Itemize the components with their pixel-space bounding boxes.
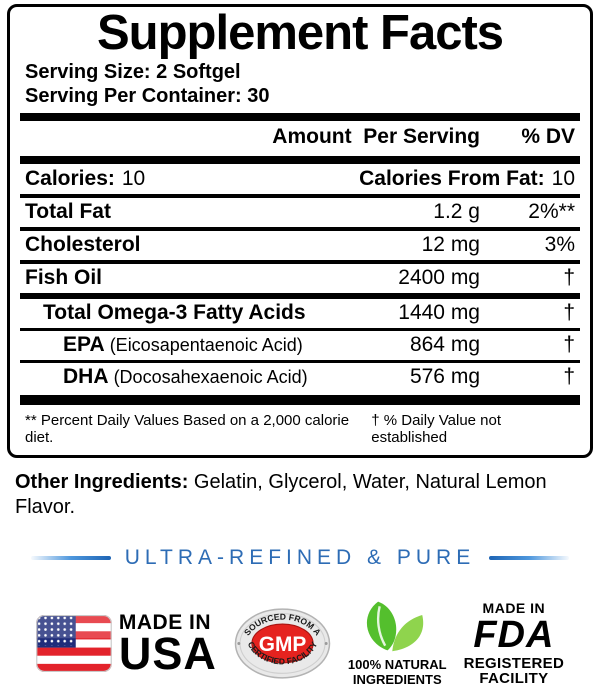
thick-divider [20, 394, 580, 405]
column-header-dv: % DV [521, 124, 575, 148]
fda-made-in: MADE IN [482, 600, 546, 617]
nutrient-name: Total Fat [25, 199, 111, 223]
nutrient-name: Cholesterol [25, 232, 141, 256]
serving-size: Serving Size: 2 Softgel [25, 60, 241, 83]
natural-ingredients-badge: 100% NATURAL INGREDIENTS [348, 600, 447, 687]
other-ingredients-label: Other Ingredients: [15, 470, 189, 493]
nutrient-row-total-fat: Total Fat 1.2 g 2%** [20, 198, 580, 227]
nutrient-note: (Docosahexaenoic Acid) [113, 366, 308, 387]
amount-value: 2400 mg [398, 265, 480, 289]
calories-value: 10 [121, 166, 146, 190]
ultra-refined-banner: ULTRA-REFINED & PURE [0, 546, 600, 570]
column-header-amount: Amount Per Serving [272, 124, 480, 148]
usa-label: USA [118, 627, 217, 679]
amount-value: 576 mg [409, 364, 480, 388]
nutrient-row-epa: EPA (Eicosapentaenoic Acid) 864 mg † [20, 331, 580, 360]
row-divider [20, 292, 580, 299]
banner-line-right [489, 555, 570, 560]
other-ingredients-text: Gelatin, Glycerol, Water, Natural Lemon … [15, 470, 547, 518]
fda-badge: MADE IN FDA REGISTERED FACILITY [464, 601, 565, 686]
servings-per-container: Serving Per Container: 30 [25, 85, 270, 108]
supplement-facts-title: Supplement Facts [96, 6, 504, 60]
dv-value: 3% [544, 232, 575, 256]
calories-row: Calories: 10 Calories From Fat: 10 [20, 164, 580, 194]
calories-label: Calories: 10 [25, 167, 145, 191]
row-divider [20, 226, 580, 231]
supplement-facts-panel: Supplement Facts Serving Size: 2 Softgel… [7, 4, 593, 458]
natural-line1: 100% NATURAL [347, 656, 447, 672]
calories-from-fat-value: 10 [551, 166, 575, 190]
usa-flag-icon [36, 615, 112, 673]
dv-value: † [563, 332, 575, 356]
dv-value: † [563, 364, 575, 388]
nutrient-row-cholesterol: Cholesterol 12 mg 3% [20, 231, 580, 260]
dv-value: 2%** [528, 199, 575, 223]
amount-value: 12 mg [421, 232, 480, 256]
badges-row: MADE IN USA SOURCED FROM A GMP CERTIFIED… [0, 600, 600, 687]
nutrient-abbr: EPA [63, 332, 104, 356]
fda-registered: REGISTERED [463, 655, 565, 673]
fda-label: FDA [473, 614, 555, 657]
nutrient-name: Total Omega-3 Fatty Acids [43, 300, 306, 324]
amount-value: 1440 mg [398, 300, 480, 324]
amount-value: 864 mg [409, 332, 480, 356]
calories-from-fat: Calories From Fat: 10 [359, 167, 575, 191]
nutrient-row-omega3: Total Omega-3 Fatty Acids 1440 mg † [20, 299, 580, 328]
footnote-dagger: † % Daily Value not established [371, 411, 502, 446]
row-divider [20, 327, 580, 331]
calories-from-fat-text: Calories From Fat: [359, 166, 545, 190]
dv-value: † [563, 265, 575, 289]
usa-text: MADE IN USA [119, 612, 217, 676]
footnote-daily-values: ** Percent Daily Values Based on a 2,000… [25, 411, 350, 446]
thick-divider [20, 155, 580, 164]
column-header-row: Amount Per Serving % DV [20, 121, 580, 152]
row-divider [20, 193, 580, 198]
row-divider [20, 259, 580, 264]
nutrient-note: (Eicosapentaenoic Acid) [109, 334, 303, 355]
calories-text: Calories: [25, 166, 115, 190]
nutrient-name: DHA (Docosahexaenoic Acid) [25, 365, 330, 389]
fda-facility: FACILITY [479, 670, 549, 687]
nutrient-row-dha: DHA (Docosahexaenoic Acid) 576 mg † [20, 363, 580, 392]
made-in-label: MADE IN [118, 610, 212, 634]
nutrient-row-fish-oil: Fish Oil 2400 mg † [20, 264, 580, 293]
gmp-seal-icon: SOURCED FROM A GMP CERTIFIED FACILITY [234, 608, 331, 679]
leaf-icon [367, 601, 424, 651]
nutrient-name: Fish Oil [25, 265, 103, 289]
footnote-row: ** Percent Daily Values Based on a 2,000… [20, 405, 580, 450]
other-ingredients: Other Ingredients: Gelatin, Glycerol, Wa… [15, 470, 573, 520]
nutrient-abbr: DHA [63, 364, 108, 388]
amount-value: 1.2 g [433, 199, 480, 223]
natural-line2: INGREDIENTS [352, 672, 442, 687]
thick-divider [20, 112, 580, 121]
banner-line-left [30, 555, 111, 560]
dv-value: † [563, 300, 575, 324]
banner-text: ULTRA-REFINED & PURE [124, 545, 476, 569]
made-in-usa-badge: MADE IN USA [36, 612, 217, 676]
row-divider [20, 359, 580, 363]
nutrient-name: EPA (Eicosapentaenoic Acid) [25, 333, 330, 357]
